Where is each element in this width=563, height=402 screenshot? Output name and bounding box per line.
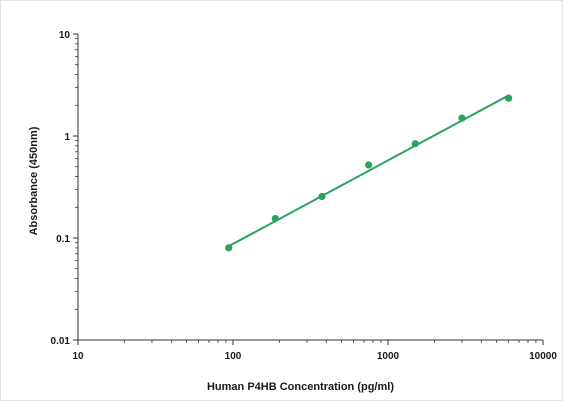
data-point <box>505 94 513 102</box>
y-tick-label: 0.1 <box>56 234 70 245</box>
x-axis-title: Human P4HB Concentration (pg/ml) <box>207 381 394 393</box>
x-tick-label: 10000 <box>529 351 557 362</box>
x-tick-label: 1000 <box>377 351 400 362</box>
fit-lines <box>228 94 510 248</box>
y-tick-label: 1 <box>64 132 70 143</box>
y-axis-title: Absorbance (450nm) <box>28 126 40 235</box>
y-tick-label: 10 <box>59 30 71 41</box>
data-point <box>318 192 326 201</box>
data-point <box>458 114 466 122</box>
x-tick-label: 10 <box>72 351 84 362</box>
data-point <box>365 161 373 169</box>
fit-line <box>228 94 510 248</box>
tick-marks <box>73 33 544 345</box>
data-point <box>225 244 233 252</box>
tick-labels: 0.01 0.1 1 10 10 100 1000 10000 <box>51 30 558 362</box>
y-tick-label: 0.01 <box>51 336 71 347</box>
data-point <box>271 214 279 223</box>
x-tick-label: 100 <box>225 351 242 362</box>
axes <box>77 34 543 341</box>
data-point <box>411 140 419 148</box>
data-points <box>225 94 513 252</box>
